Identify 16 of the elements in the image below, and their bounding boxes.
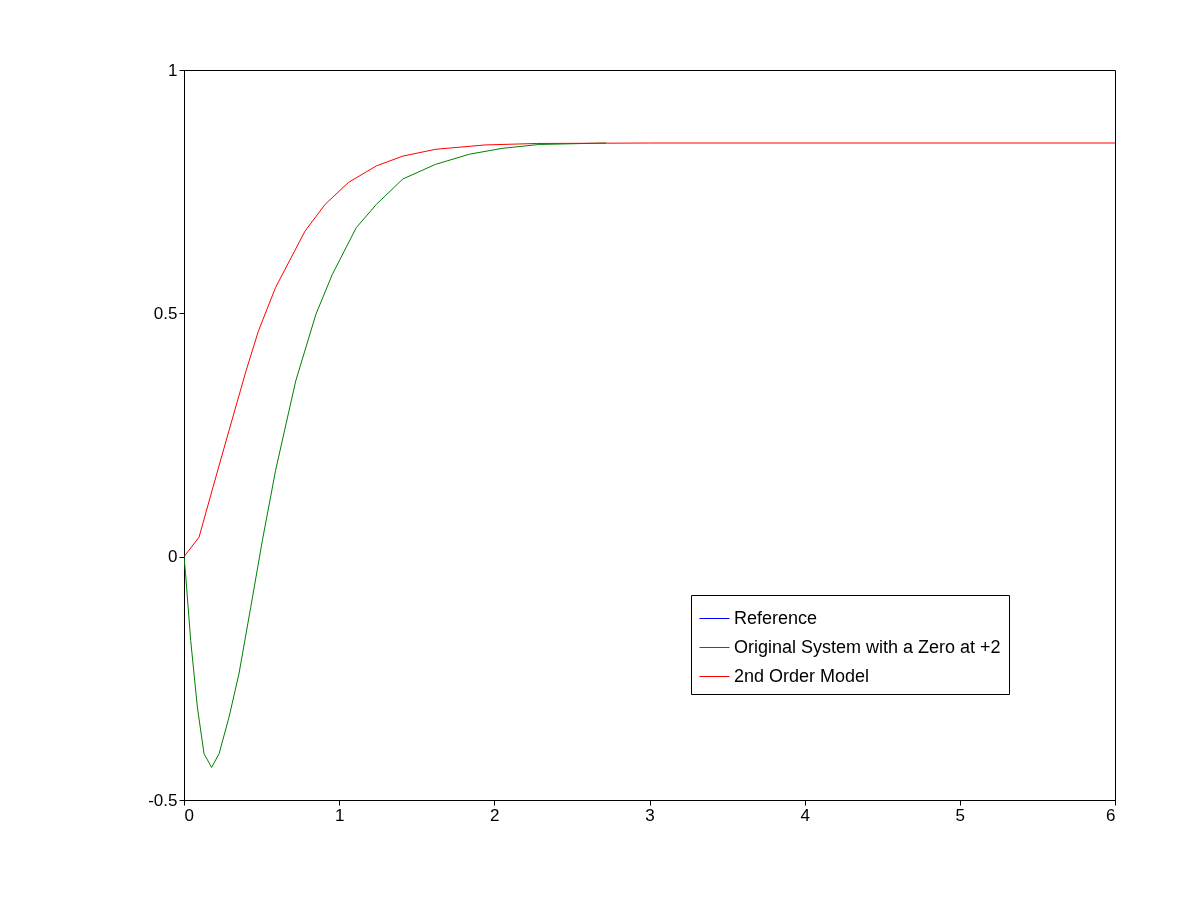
x-tick-label: 3 <box>645 805 655 825</box>
line-series <box>184 142 607 768</box>
x-tick-label: 5 <box>955 805 966 825</box>
x-tick-label: 6 <box>1106 805 1116 825</box>
y-tick-label: -0.5 <box>148 790 178 810</box>
y-tick-label: 1 <box>168 60 178 80</box>
x-tick-label: 0 <box>184 805 194 825</box>
y-tick-label: 0 <box>168 547 178 567</box>
x-tick-label: 4 <box>800 805 810 825</box>
legend-label: Original System with a Zero at +2 <box>734 636 1001 657</box>
x-tick-label: 2 <box>490 805 500 825</box>
x-tick-label: 1 <box>334 805 345 825</box>
y-tick-label: 0.5 <box>153 303 178 323</box>
line-series <box>184 142 1115 558</box>
legend-label: 2nd Order Model <box>734 665 870 686</box>
legend-label: Reference <box>734 607 818 628</box>
